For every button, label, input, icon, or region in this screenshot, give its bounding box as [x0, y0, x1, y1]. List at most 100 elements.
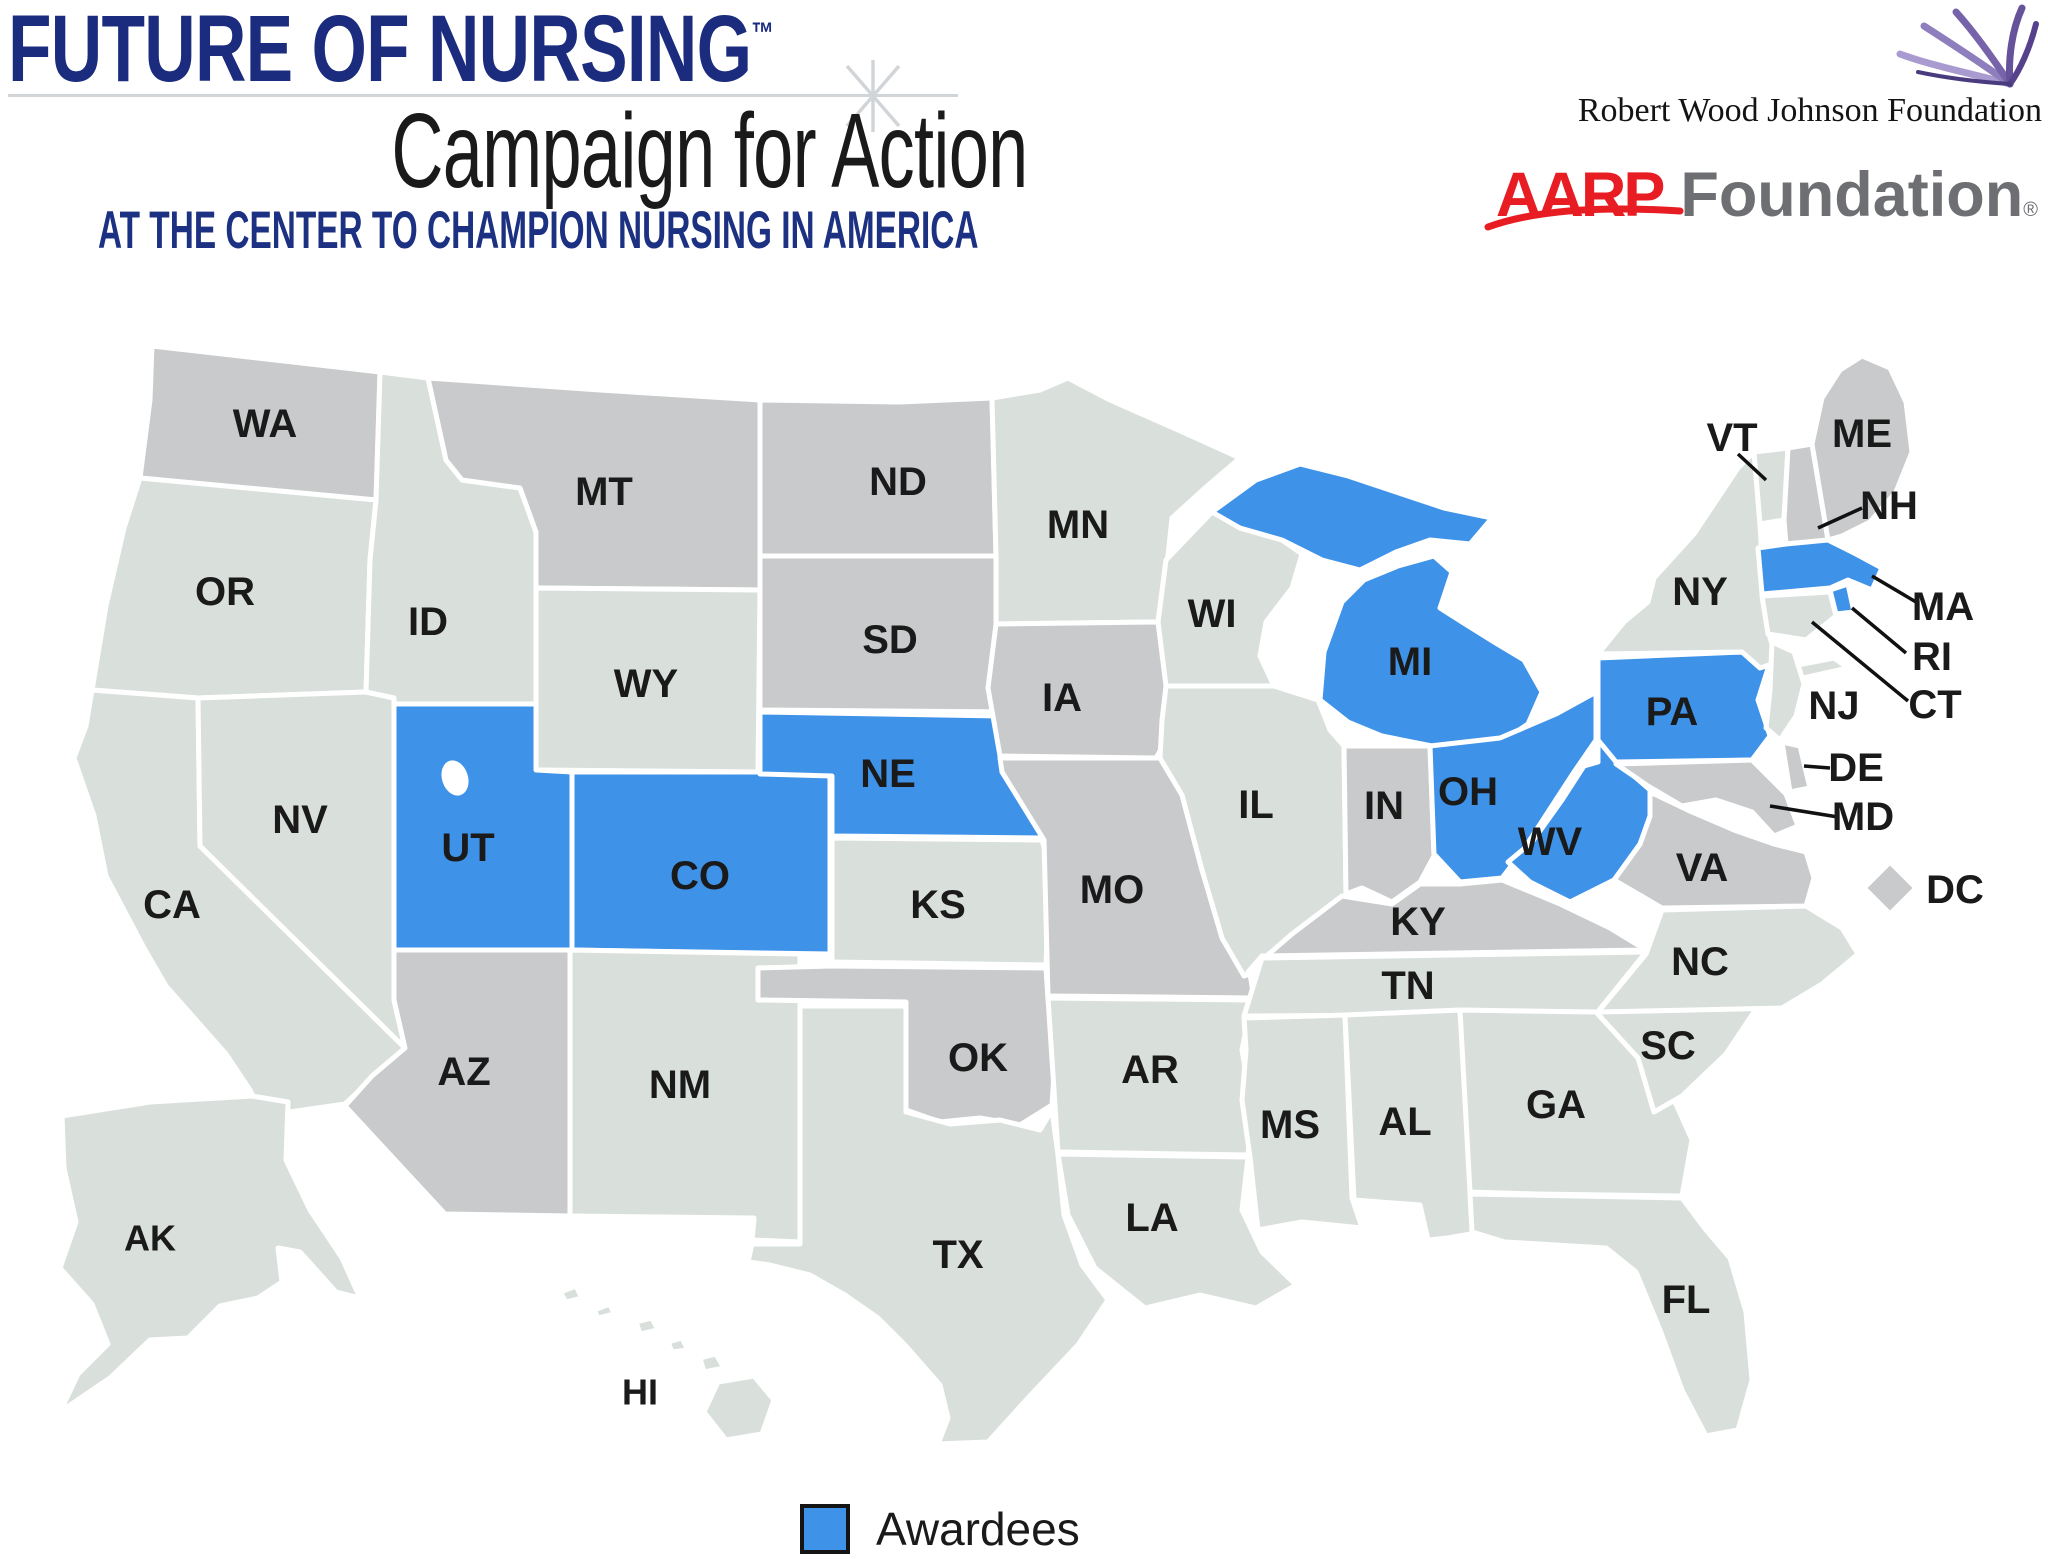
aarp-foundation-logo: AARP Foundation ®	[1484, 160, 2038, 231]
state-label-AK: AK	[124, 1218, 176, 1259]
callout-line-DE	[1803, 764, 1831, 770]
state-label-FL: FL	[1662, 1278, 1711, 1322]
state-TX	[745, 1003, 1111, 1447]
state-LA	[1055, 1151, 1299, 1311]
state-HI-part2	[591, 1301, 617, 1321]
aarp-swoosh-icon	[1484, 205, 1684, 231]
callout-line-MD	[1769, 804, 1839, 819]
state-label-AZ: AZ	[437, 1050, 490, 1094]
state-label-OK: OK	[948, 1036, 1008, 1080]
state-label-WI: WI	[1188, 592, 1237, 636]
state-label-OH: OH	[1438, 770, 1498, 814]
state-label-IN: IN	[1364, 784, 1404, 828]
state-OH	[1427, 689, 1599, 885]
state-NY	[1595, 449, 1781, 671]
state-label-NH: NH	[1860, 484, 1918, 528]
state-label-NY: NY	[1672, 570, 1728, 614]
state-NC	[1595, 903, 1861, 1015]
aarp-brand-text: AARP	[1484, 164, 1684, 231]
legend: Awardees	[800, 1502, 1080, 1556]
state-AK	[57, 1093, 363, 1415]
state-label-NV: NV	[272, 798, 328, 842]
state-label-WA: WA	[233, 402, 297, 446]
state-label-GA: GA	[1526, 1083, 1586, 1127]
callout-line-NH	[1817, 506, 1863, 530]
state-label-RI: RI	[1912, 635, 1952, 679]
state-TN	[1241, 949, 1649, 1019]
state-label-CA: CA	[143, 883, 201, 927]
state-label-WY: WY	[614, 662, 679, 706]
state-MI	[1209, 461, 1495, 573]
state-HI-part3	[633, 1315, 661, 1337]
state-label-DE: DE	[1828, 746, 1884, 790]
state-label-SC: SC	[1640, 1024, 1696, 1068]
state-label-PA: PA	[1646, 690, 1699, 734]
great-salt-lake	[441, 760, 469, 796]
state-label-TN: TN	[1381, 964, 1434, 1008]
state-label-DC: DC	[1926, 868, 1984, 912]
state-HI	[557, 1283, 585, 1305]
state-label-KS: KS	[910, 883, 966, 927]
starburst-icon	[845, 60, 901, 132]
state-label-IA: IA	[1042, 676, 1082, 720]
state-label-AR: AR	[1121, 1048, 1179, 1092]
state-MT	[425, 375, 763, 593]
callout-line-CT	[1810, 620, 1910, 703]
state-label-ND: ND	[869, 460, 927, 504]
state-label-CO: CO	[670, 854, 730, 898]
state-HI-part5	[697, 1351, 727, 1375]
state-FL	[1467, 1191, 1755, 1439]
state-label-SD: SD	[862, 618, 918, 662]
state-label-MA: MA	[1912, 585, 1974, 629]
state-label-MO: MO	[1080, 868, 1144, 912]
state-label-MI: MI	[1388, 640, 1432, 684]
state-label-ME: ME	[1832, 412, 1892, 456]
callout-lines-layer	[1736, 452, 1917, 819]
rwjf-wing-icon	[1896, 4, 2039, 88]
brand-title: FUTURE OF NURSING™	[8, 2, 774, 97]
state-label-NC: NC	[1671, 940, 1729, 984]
registered-mark: ®	[2023, 199, 2038, 221]
state-label-VT: VT	[1706, 416, 1757, 460]
callout-line-MA	[1871, 574, 1917, 604]
state-label-KY: KY	[1390, 900, 1446, 944]
state-IA	[985, 619, 1185, 761]
state-NM	[567, 947, 803, 1245]
state-MD	[1613, 757, 1801, 839]
state-HI-part6	[701, 1373, 777, 1443]
state-label-OR: OR	[195, 570, 255, 614]
callout-line-VT	[1736, 452, 1768, 482]
state-HI-part4	[665, 1335, 691, 1355]
trademark-symbol: ™	[751, 17, 774, 50]
state-label-VA: VA	[1676, 846, 1729, 890]
state-label-MT: MT	[575, 470, 633, 514]
rwjf-logo-text: Robert Wood Johnson Foundation	[1577, 92, 2042, 129]
state-DC	[1861, 859, 1919, 917]
brand-divider	[8, 94, 958, 97]
state-label-MN: MN	[1047, 503, 1109, 547]
state-label-ID: ID	[408, 600, 448, 644]
state-label-CT: CT	[1908, 683, 1961, 727]
state-label-UT: UT	[441, 826, 494, 870]
state-label-NJ: NJ	[1808, 684, 1859, 728]
legend-awardee-swatch	[800, 1504, 850, 1554]
state-DE	[1779, 739, 1813, 795]
state-label-TX: TX	[932, 1233, 983, 1277]
state-ME	[1809, 353, 1915, 543]
state-label-NM: NM	[649, 1063, 711, 1107]
state-MA	[1755, 537, 1885, 597]
aarp-foundation-text: Foundation	[1680, 160, 2024, 230]
state-label-LA: LA	[1125, 1196, 1178, 1240]
states-layer	[57, 343, 1919, 1447]
state-label-AL: AL	[1378, 1100, 1431, 1144]
legend-awardee-label: Awardees	[876, 1503, 1080, 1555]
state-label-IL: IL	[1238, 783, 1274, 827]
callout-line-RI	[1850, 606, 1908, 655]
state-label-WV: WV	[1518, 820, 1583, 864]
state-label-MD: MD	[1832, 795, 1894, 839]
state-label-HI: HI	[622, 1372, 658, 1413]
brand-title-text: FUTURE OF NURSING	[8, 0, 752, 102]
brand-subtitle: Campaign for Action	[391, 92, 1029, 210]
